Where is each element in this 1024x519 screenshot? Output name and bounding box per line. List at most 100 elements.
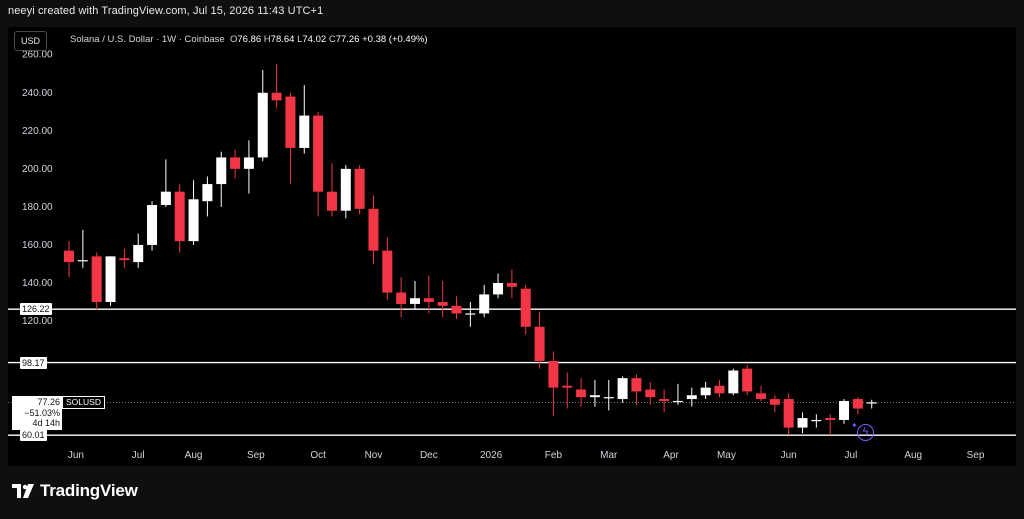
x-tick-label: Oct (310, 450, 326, 461)
candle-body (77, 260, 88, 262)
candle-body (700, 387, 711, 396)
currency-button[interactable]: USD (14, 31, 48, 51)
x-tick-label: Jun (68, 450, 84, 461)
legend-close: 77.26 (335, 34, 360, 45)
x-tick-label: Dec (420, 450, 438, 461)
legend-low-label: L (297, 34, 303, 45)
candle-body (852, 399, 863, 409)
legend-open-label: O (229, 34, 238, 45)
y-tick-label: 140.00 (22, 278, 53, 289)
candle-body (91, 256, 102, 303)
candle-body (617, 378, 628, 400)
symbol-tag: SOLUSD (62, 396, 105, 410)
x-tick-label: Aug (185, 450, 203, 461)
candle-body (839, 400, 850, 420)
sparkle-icon: ✦ (851, 421, 858, 430)
x-tick-label: May (717, 450, 736, 461)
candle-body (506, 283, 517, 287)
candle-body (659, 399, 670, 401)
candle-body (326, 191, 337, 211)
candle-body (216, 157, 227, 185)
candle-body (562, 385, 573, 388)
candle-body (188, 199, 199, 242)
y-tick-label: 240.00 (22, 88, 53, 99)
x-tick-label: Sep (247, 450, 265, 461)
chart-header-text: neeyi created with TradingView.com, Jul … (8, 5, 324, 17)
level-price-tag: 126.22 (20, 303, 52, 316)
legend-high: 78.64 (270, 34, 295, 45)
candle-body (603, 397, 614, 399)
candle-body (174, 191, 185, 242)
tradingview-logo-icon (12, 484, 34, 498)
candle-body (742, 368, 753, 392)
candle-body (589, 395, 600, 398)
candle-body (313, 115, 324, 192)
candle-body (285, 96, 296, 148)
candle-body (769, 399, 780, 405)
candle-body (576, 389, 587, 398)
candle-body (382, 250, 393, 293)
legend-low: 74.02 (302, 34, 327, 45)
x-tick-label: Mar (600, 450, 618, 461)
candle-body (133, 244, 144, 263)
candle-body (396, 292, 407, 304)
candle-body (257, 92, 268, 158)
y-tick-label: 200.00 (22, 164, 53, 175)
legend-high-label: H (263, 34, 271, 45)
x-tick-label: Aug (904, 450, 922, 461)
brand-name: TradingView (40, 481, 138, 500)
candle-body (160, 191, 171, 205)
candle-body (340, 168, 351, 211)
level-price-tag: 60.01 (20, 429, 47, 442)
candle-body (271, 92, 282, 101)
candle-body (299, 115, 310, 148)
candle-body (811, 419, 822, 422)
last-price-change: −51.03% (24, 407, 60, 418)
x-tick-label: Jun (781, 450, 797, 461)
candle-body (451, 305, 462, 314)
x-tick-label: 2026 (480, 450, 503, 461)
candle-body (243, 157, 254, 169)
candle-body (410, 298, 420, 304)
candlestick-chart[interactable]: 120.00 140.00 160.00 180.00 200.00 220.00 240.… (8, 27, 1016, 466)
y-tick-label: 220.00 (22, 126, 53, 137)
candle-body (714, 385, 725, 394)
candle-body (672, 400, 683, 403)
x-tick-label: Jul (132, 450, 145, 461)
symbol-legend: Solana / U.S. Dollar · 1W · Coinbase O76… (70, 32, 428, 48)
candle-body (437, 302, 448, 306)
candle-body (423, 298, 434, 303)
legend-close-label: C (328, 34, 336, 45)
candle-body (354, 168, 365, 209)
bar-countdown: 4d 14h (32, 418, 60, 429)
candle-body (479, 294, 490, 314)
chart-panel[interactable]: 120.00 140.00 160.00 180.00 200.00 220.00 240.… (8, 27, 1016, 466)
lightning-icon[interactable]: ϟ (857, 424, 874, 441)
legend-title: Solana / U.S. Dollar · 1W · Coinbase (70, 34, 225, 45)
candle-body (548, 361, 559, 388)
candle-body (119, 258, 130, 261)
last-price-block: 77.26 −51.03% 4d 14h (12, 396, 62, 430)
y-tick-label: 120.00 (22, 316, 53, 327)
candle-body (64, 250, 74, 263)
candle-body (465, 313, 476, 315)
x-tick-label: Nov (365, 450, 383, 461)
candle-body (368, 208, 379, 251)
x-tick-label: Apr (663, 450, 679, 461)
level-price-tag: 98.17 (20, 356, 47, 369)
candle-body (631, 378, 642, 392)
candle-body (686, 395, 697, 400)
candle-body (797, 418, 808, 428)
candle-body (866, 402, 877, 404)
x-tick-label: Sep (967, 450, 985, 461)
x-tick-label: Jul (845, 450, 858, 461)
y-tick-label: 160.00 (22, 240, 53, 251)
candle-body (105, 256, 116, 303)
y-tick-label: 260.00 (22, 50, 53, 61)
candle-body (534, 326, 545, 361)
candle-body (230, 157, 241, 169)
candle-body (493, 283, 504, 295)
candle-body (728, 370, 739, 394)
tradingview-logo[interactable]: TradingView (12, 481, 138, 501)
legend-change: +0.38 (+0.49%) (362, 34, 428, 45)
